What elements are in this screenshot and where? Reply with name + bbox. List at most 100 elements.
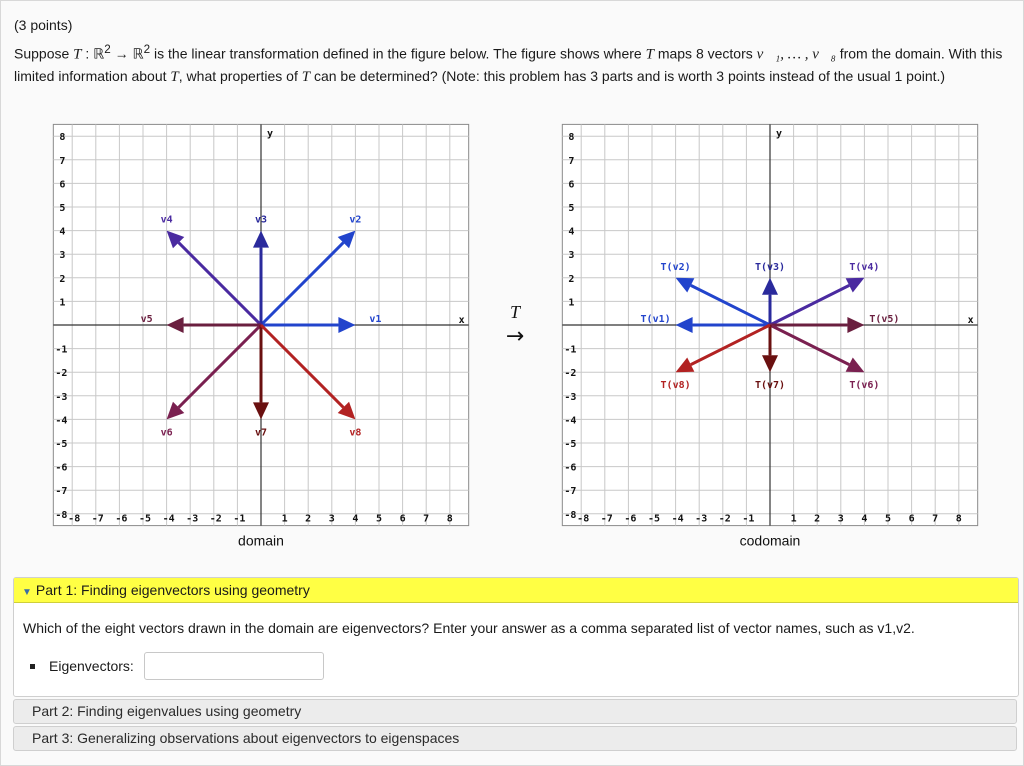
domain-y-tick-label: 2 bbox=[59, 274, 65, 285]
domain-y-tick-label: -1 bbox=[55, 345, 67, 356]
vector-label-T(v1): T(v1) bbox=[641, 314, 671, 325]
vector-v6 bbox=[177, 323, 263, 409]
codomain-y-tick-label: 7 bbox=[568, 156, 574, 167]
codomain-caption: codomain bbox=[740, 533, 801, 549]
domain-x-tick-label: 8 bbox=[447, 514, 453, 525]
vector-label-v8: v8 bbox=[349, 427, 361, 438]
vector-arrowhead-v2 bbox=[337, 230, 356, 249]
codomain-y-tick-label: -7 bbox=[564, 486, 576, 497]
domain-x-tick-label: 7 bbox=[423, 514, 429, 525]
domain-x-tick-label: 1 bbox=[282, 514, 288, 525]
vector-label-v4: v4 bbox=[161, 215, 173, 226]
vector-label-v6: v6 bbox=[161, 427, 173, 438]
codomain-y-tick-label: 8 bbox=[568, 132, 574, 143]
codomain-y-tick-label: 2 bbox=[568, 274, 574, 285]
codomain-y-tick-label: 5 bbox=[568, 203, 574, 214]
domain-y-tick-label: -7 bbox=[55, 486, 67, 497]
domain-x-tick-label: 4 bbox=[352, 514, 358, 525]
vector-label-v7: v7 bbox=[255, 427, 267, 438]
part1-title: Part 1: Finding eigenvectors using geome… bbox=[35, 582, 310, 598]
prompt-text: from the domain. With this limited infor… bbox=[14, 45, 1003, 84]
domain-x-tick-label: 6 bbox=[400, 514, 406, 525]
prompt-text: is the linear transformation defined in … bbox=[150, 45, 642, 62]
codomain-x-tick-label: -8 bbox=[577, 514, 589, 525]
vector-T(v8) bbox=[690, 323, 771, 366]
bullet-icon bbox=[30, 663, 35, 669]
vector-arrowhead-v6 bbox=[166, 401, 185, 420]
codomain-x-tick-label: 6 bbox=[909, 514, 915, 525]
domain-y-tick-label: 3 bbox=[59, 250, 65, 261]
domain-x-tick-label: -5 bbox=[139, 514, 151, 525]
vector-label-T(v8): T(v8) bbox=[661, 380, 691, 391]
vector-T(v2) bbox=[690, 284, 771, 327]
math-T: T bbox=[301, 68, 311, 85]
vector-T(v4) bbox=[769, 284, 850, 327]
eigenvectors-input[interactable] bbox=[143, 652, 324, 680]
domain-x-tick-label: -7 bbox=[92, 514, 104, 525]
domain-x-tick-label: -8 bbox=[68, 514, 80, 525]
vector-label-v5: v5 bbox=[141, 314, 153, 325]
codomain-y-tick-label: 1 bbox=[568, 297, 574, 308]
domain-y-tick-label: 7 bbox=[59, 156, 65, 167]
vector-label-T(v6): T(v6) bbox=[849, 380, 879, 391]
domain-x-tick-label: -2 bbox=[210, 514, 222, 525]
domain-x-tick-label: -3 bbox=[186, 514, 198, 525]
domain-y-tick-label: 4 bbox=[59, 227, 65, 238]
vector-v4 bbox=[177, 241, 263, 327]
codomain-y-tick-label: 3 bbox=[568, 250, 574, 261]
vector-T(v6) bbox=[769, 323, 850, 366]
codomain-x-tick-label: -4 bbox=[672, 514, 684, 525]
codomain-x-tick-label: -7 bbox=[601, 514, 613, 525]
codomain-x-tick-label: 2 bbox=[814, 514, 820, 525]
vector-arrowhead-T(v1) bbox=[675, 317, 693, 333]
vector-label-v2: v2 bbox=[349, 215, 361, 226]
math-T: T bbox=[645, 46, 654, 63]
vector-v2 bbox=[259, 241, 345, 327]
answer-row: Eigenvectors: bbox=[30, 652, 324, 680]
codomain-y-tick-label: 4 bbox=[568, 227, 574, 238]
math-T: T bbox=[170, 68, 179, 85]
domain-y-tick-label: 1 bbox=[59, 297, 65, 308]
vector-arrowhead-v4 bbox=[166, 230, 185, 249]
vector-arrowhead-T(v8) bbox=[675, 357, 695, 373]
prompt-text: → ℝ bbox=[110, 45, 144, 62]
points-label: (3 points) bbox=[14, 17, 73, 33]
codomain-plot: 1 -1 1 -1 2 -2 2 -2 3 -3 3 -3 4 -4 4 -4 5 -5 5 -5 6 -6 6 -6 7 -7 7… bbox=[561, 123, 979, 549]
codomain-x-tick-label: -3 bbox=[695, 514, 707, 525]
codomain-x-tick-label: 8 bbox=[956, 514, 962, 525]
domain-x-tick-label: -6 bbox=[115, 514, 127, 525]
domain-y-tick-label: -4 bbox=[55, 415, 67, 426]
domain-y-axis-label: y bbox=[267, 128, 273, 139]
part2-header[interactable]: Part 2: Finding eigenvalues using geomet… bbox=[13, 699, 1017, 724]
vector-arrowhead-T(v4) bbox=[845, 277, 865, 293]
vector-arrowhead-v1 bbox=[338, 317, 356, 333]
codomain-x-axis-label: x bbox=[968, 315, 974, 326]
part1-header[interactable]: ▼ Part 1: Finding eigenvectors using geom… bbox=[14, 578, 1018, 603]
codomain-x-tick-label: 4 bbox=[861, 514, 867, 525]
answer-label: Eigenvectors: bbox=[49, 658, 134, 674]
part1-question: Which of the eight vectors drawn in the … bbox=[23, 620, 915, 636]
vector-arrowhead-v8 bbox=[337, 401, 356, 420]
domain-x-tick-label: 5 bbox=[376, 514, 382, 525]
codomain-y-tick-label: -6 bbox=[564, 463, 576, 474]
codomain-y-tick-label: 6 bbox=[568, 179, 574, 190]
codomain-y-axis-label: y bbox=[776, 128, 782, 139]
domain-plot: 1 -1 1 -1 2 -2 2 -2 3 -3 3 -3 4 -4 4 -4 5 -5 5 -5 6 -6 6 -6 7 -7 7… bbox=[52, 123, 470, 549]
codomain-x-tick-label: -1 bbox=[742, 514, 754, 525]
codomain-x-tick-label: -2 bbox=[719, 514, 731, 525]
codomain-x-tick-label: -5 bbox=[648, 514, 660, 525]
codomain-x-tick-label: -6 bbox=[624, 514, 636, 525]
prompt-text: can be determined? (Note: this problem h… bbox=[310, 67, 946, 84]
expand-triangle-icon[interactable]: ▼ bbox=[22, 587, 32, 598]
codomain-y-tick-label: -1 bbox=[564, 345, 576, 356]
part3-header[interactable]: Part 3: Generalizing observations about … bbox=[13, 726, 1017, 751]
codomain-y-tick-label: -3 bbox=[564, 392, 576, 403]
codomain-x-tick-label: 3 bbox=[838, 514, 844, 525]
prompt-text: Suppose bbox=[14, 45, 70, 62]
codomain-y-tick-label: -2 bbox=[564, 368, 576, 379]
math-vector-range: v⃗₁, … , v⃗₈ bbox=[756, 46, 836, 63]
domain-x-axis-label: x bbox=[459, 315, 465, 326]
vector-label-v3: v3 bbox=[255, 215, 267, 226]
domain-y-tick-label: -5 bbox=[55, 439, 67, 450]
part1-section: ▼ Part 1: Finding eigenvectors using geom… bbox=[13, 577, 1019, 697]
